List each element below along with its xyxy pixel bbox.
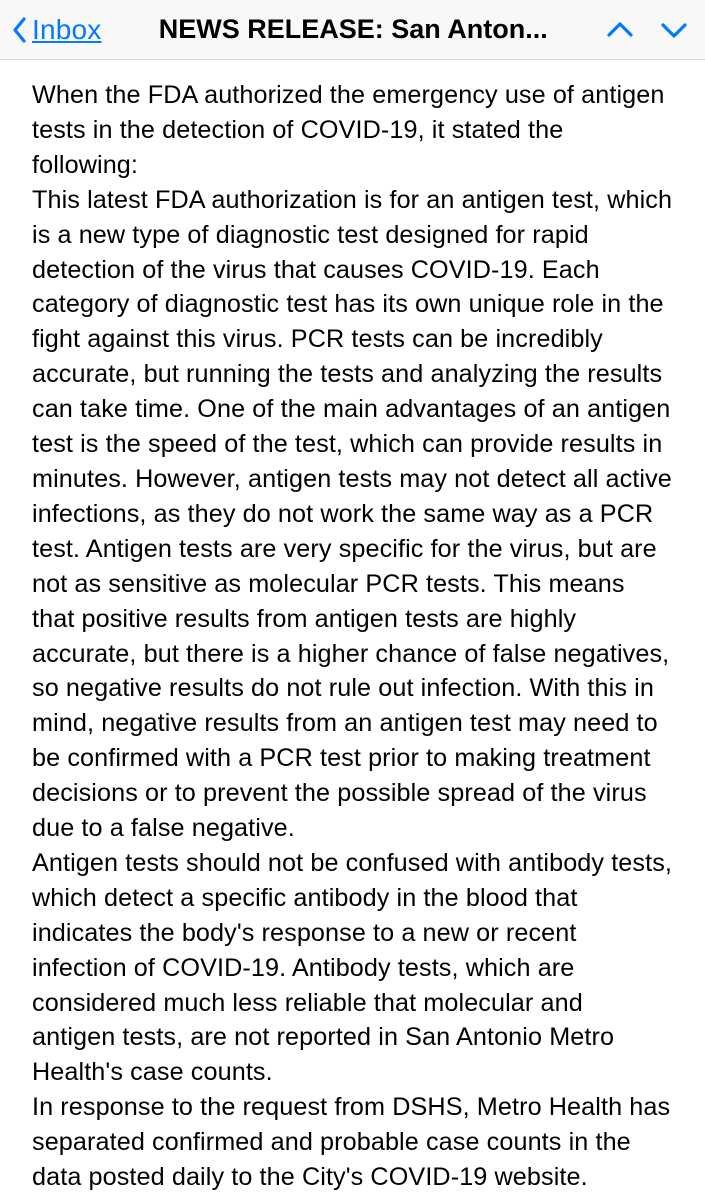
- previous-message-button[interactable]: [605, 15, 635, 45]
- back-button[interactable]: Inbox: [10, 14, 102, 46]
- back-label: Inbox: [32, 14, 102, 46]
- body-paragraph: In response to the request from DSHS, Me…: [32, 1090, 673, 1195]
- next-message-button[interactable]: [659, 15, 689, 45]
- navbar: Inbox NEWS RELEASE: San Anton...: [0, 0, 705, 60]
- body-paragraph: When the FDA authorized the emergency us…: [32, 78, 673, 183]
- body-paragraph: Antigen tests should not be confused wit…: [32, 846, 673, 1090]
- chevron-up-icon: [606, 20, 634, 40]
- nav-right: [605, 15, 695, 45]
- page-title: NEWS RELEASE: San Anton...: [102, 14, 606, 45]
- message-body: When the FDA authorized the emergency us…: [0, 60, 705, 1195]
- chevron-down-icon: [660, 20, 688, 40]
- chevron-left-icon: [10, 15, 28, 45]
- body-paragraph: This latest FDA authorization is for an …: [32, 183, 673, 846]
